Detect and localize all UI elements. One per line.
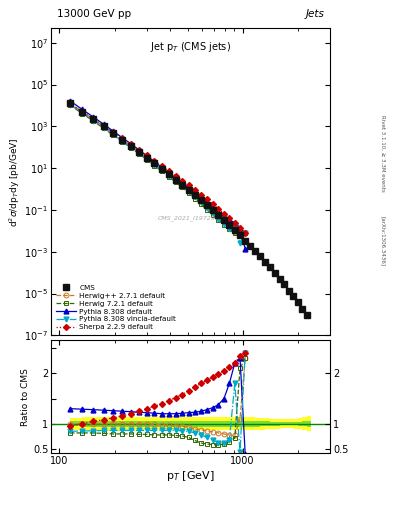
X-axis label: p$_T$ [GeV]: p$_T$ [GeV] [166, 468, 215, 483]
Text: Jet p$_T$ (CMS jets): Jet p$_T$ (CMS jets) [150, 40, 231, 54]
Legend: CMS, Herwig++ 2.7.1 default, Herwig 7.2.1 default, Pythia 8.308 default, Pythia : CMS, Herwig++ 2.7.1 default, Herwig 7.2.… [55, 284, 178, 332]
Y-axis label: Ratio to CMS: Ratio to CMS [21, 368, 30, 426]
Text: Jets: Jets [306, 9, 325, 19]
Text: [arXiv:1306.3436]: [arXiv:1306.3436] [381, 216, 386, 266]
Y-axis label: d$^2\sigma$/dp$_T$dy [pb/GeV]: d$^2\sigma$/dp$_T$dy [pb/GeV] [7, 137, 22, 227]
Text: 13000 GeV pp: 13000 GeV pp [57, 9, 131, 19]
Text: CMS_2021_I1972985: CMS_2021_I1972985 [158, 216, 224, 222]
Text: Rivet 3.1.10, ≥ 3.3M events: Rivet 3.1.10, ≥ 3.3M events [381, 115, 386, 192]
